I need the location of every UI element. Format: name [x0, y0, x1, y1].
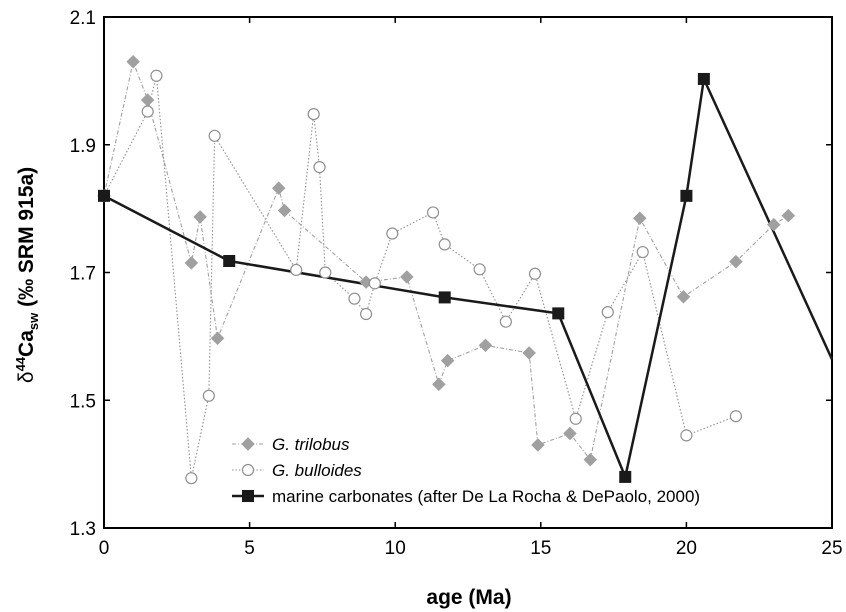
data-point-g-trilobus — [277, 203, 292, 218]
series-line-g-trilobus — [103, 59, 789, 461]
data-point-g-bulloides — [307, 107, 320, 121]
data-point-marine-carbonates-after- — [680, 189, 693, 202]
data-point-marine-carbonates-after- — [552, 307, 565, 320]
data-point-g-trilobus — [399, 270, 414, 284]
series-line-g-bulloides — [103, 75, 737, 479]
legend-marker — [242, 490, 254, 502]
data-point-g-trilobus — [531, 438, 545, 452]
data-point-g-trilobus — [440, 353, 455, 368]
legend-marker — [241, 437, 255, 451]
y-axis-title: δ44Casw (‰ SRM 915a) — [13, 167, 41, 383]
data-point-marine-carbonates-after- — [223, 255, 236, 268]
y-axis-title-sub: sw — [26, 312, 41, 330]
data-point-marine-carbonates-after- — [98, 189, 110, 202]
data-point-g-bulloides — [499, 315, 512, 328]
legend-label-species: bulloides — [290, 461, 362, 480]
y-axis-title-main: Ca — [15, 330, 38, 357]
x-axis-title: age (Ma) — [426, 586, 511, 609]
data-point-g-bulloides — [208, 129, 221, 142]
data-point-g-bulloides — [313, 161, 326, 174]
y-tick-label: 1.3 — [70, 519, 96, 540]
data-point-g-trilobus — [729, 254, 743, 269]
x-tick-label: 20 — [676, 538, 697, 559]
legend-label: G. trilobus — [272, 435, 350, 454]
legend-label-genus: G. — [272, 461, 290, 480]
data-point-g-trilobus — [676, 289, 691, 304]
data-point-g-trilobus — [766, 217, 781, 232]
y-axis-title-suffix: (‰ SRM 915a) — [15, 167, 38, 313]
y-tick-label: 2.1 — [70, 8, 96, 29]
data-point-g-trilobus — [193, 210, 207, 224]
x-tick-label: 15 — [530, 538, 551, 559]
x-tick-label: 5 — [244, 538, 255, 559]
data-point-g-trilobus — [478, 338, 493, 353]
y-tick-label: 1.5 — [70, 391, 96, 412]
data-point-g-trilobus — [632, 211, 647, 226]
data-point-g-bulloides — [185, 472, 198, 485]
axes: 0 5 10 15 20 25 1.3 1.5 1.7 1.9 2.1 — [70, 8, 843, 559]
data-point-g-bulloides — [319, 266, 332, 279]
y-axis-title-prefix: δ — [15, 371, 38, 383]
data-point-g-trilobus — [583, 452, 598, 467]
data-point-g-trilobus — [563, 426, 577, 441]
data-point-g-bulloides — [729, 410, 743, 423]
legend-label: G. bulloides — [272, 461, 362, 480]
data-point-g-trilobus — [210, 331, 225, 346]
data-point-marine-carbonates-after- — [619, 470, 632, 483]
data-point-g-trilobus — [140, 93, 155, 107]
data-point-g-trilobus — [184, 256, 199, 270]
y-tick-label: 1.7 — [70, 264, 96, 285]
data-point-g-bulloides — [528, 267, 542, 280]
data-point-marine-carbonates-after- — [438, 291, 451, 304]
legend-label-genus: G. — [272, 435, 290, 454]
data-point-g-trilobus — [522, 346, 537, 360]
data-point-g-bulloides — [426, 206, 440, 219]
y-tick-label: 1.9 — [70, 136, 96, 157]
data-point-g-trilobus — [126, 54, 140, 69]
legend-label: marine carbonates (after De La Rocha & D… — [272, 487, 700, 506]
data-point-g-bulloides — [141, 105, 154, 118]
y-axis-title-sup: 44 — [13, 356, 28, 371]
data-point-g-bulloides — [636, 245, 649, 259]
plot-frame — [103, 16, 833, 529]
x-tick-label: 0 — [99, 538, 110, 559]
data-point-g-bulloides — [680, 429, 693, 442]
data-point-g-bulloides — [368, 277, 381, 290]
x-tick-label: 25 — [821, 538, 842, 559]
data-point-g-bulloides — [150, 69, 163, 82]
data-point-g-bulloides — [569, 412, 582, 425]
data-point-g-bulloides — [290, 263, 303, 277]
x-tick-label: 10 — [385, 538, 406, 559]
legend-marker — [241, 463, 255, 477]
data-point-g-bulloides — [348, 292, 361, 305]
legend-label-species: trilobus — [290, 435, 350, 454]
series-layer — [97, 54, 834, 485]
data-point-g-bulloides — [202, 389, 215, 402]
data-point-g-bulloides — [473, 263, 486, 276]
data-point-marine-carbonates-after- — [697, 72, 710, 85]
series-line-marine-carbonates-after- — [103, 74, 834, 482]
data-point-g-trilobus — [432, 377, 446, 392]
data-point-g-bulloides — [359, 307, 373, 321]
data-point-g-bulloides — [601, 306, 614, 319]
data-point-g-bulloides — [438, 238, 451, 251]
data-point-g-bulloides — [386, 227, 399, 240]
data-point-g-trilobus — [781, 208, 796, 223]
data-point-g-trilobus — [271, 181, 286, 196]
